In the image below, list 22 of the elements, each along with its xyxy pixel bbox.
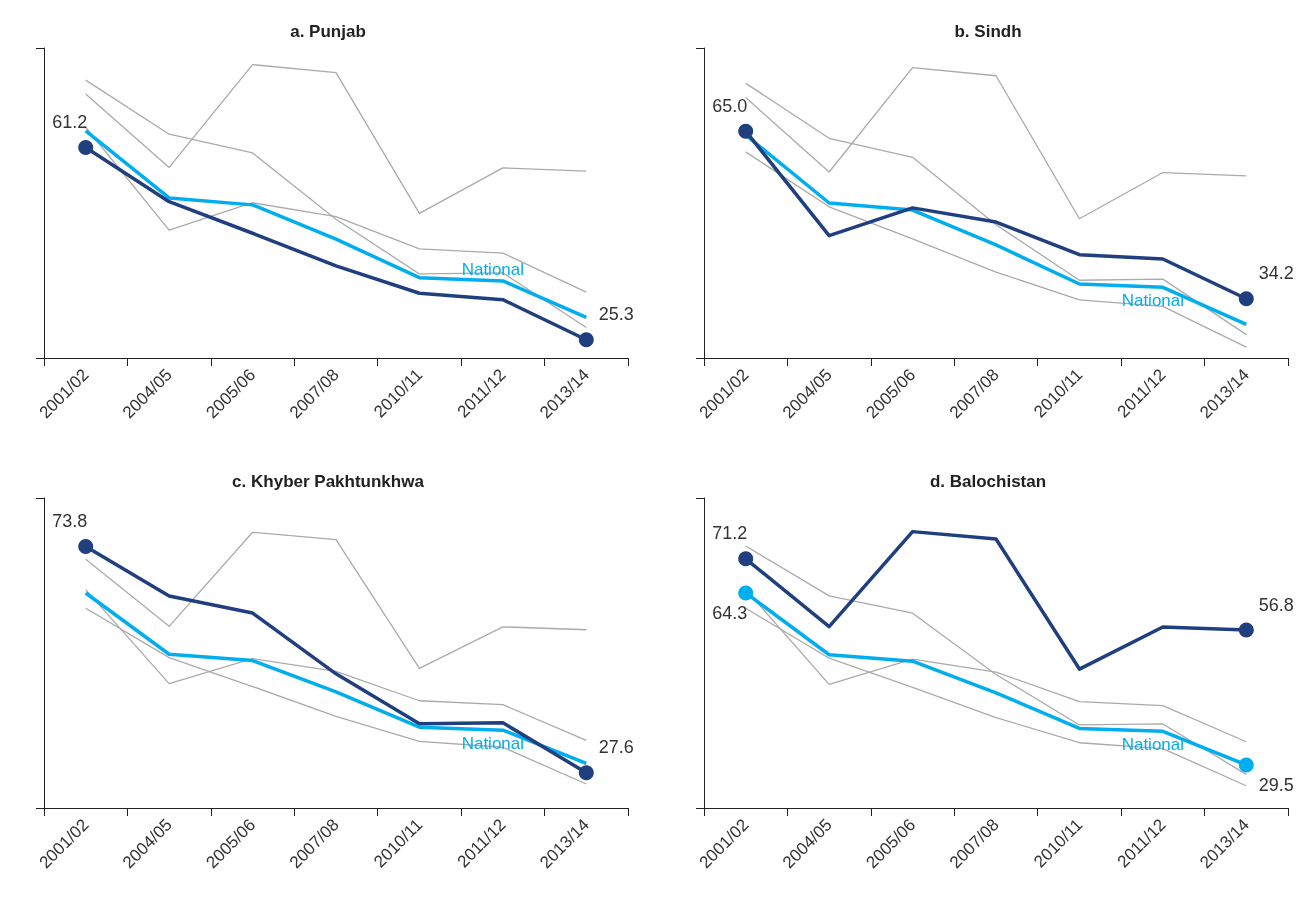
data-label: 61.2 (52, 112, 88, 133)
chart-title: b. Sindh (954, 22, 1022, 41)
data-label: 64.3 (712, 603, 748, 624)
data-label: 73.8 (52, 510, 88, 531)
data-label: 25.3 (598, 304, 634, 325)
chart-title: a. Punjab (290, 22, 366, 41)
point (1238, 757, 1254, 773)
data-label: 71.2 (712, 523, 748, 544)
series-label: National (1121, 291, 1185, 311)
data-label: 29.5 (1258, 775, 1294, 796)
data-label: 65.0 (712, 95, 748, 116)
chart-title: d. Balochistan (929, 472, 1047, 491)
series-label: National (461, 734, 525, 754)
series-label: National (461, 259, 525, 279)
point (738, 551, 754, 567)
data-label: 56.8 (1258, 594, 1294, 615)
series-label: National (1121, 735, 1185, 755)
data-label: 34.2 (1258, 263, 1294, 284)
point (1238, 622, 1254, 638)
point (738, 585, 754, 601)
data-label: 27.6 (598, 737, 634, 758)
chart-title: c. Khyber Pakhtunkhwa (232, 472, 425, 491)
